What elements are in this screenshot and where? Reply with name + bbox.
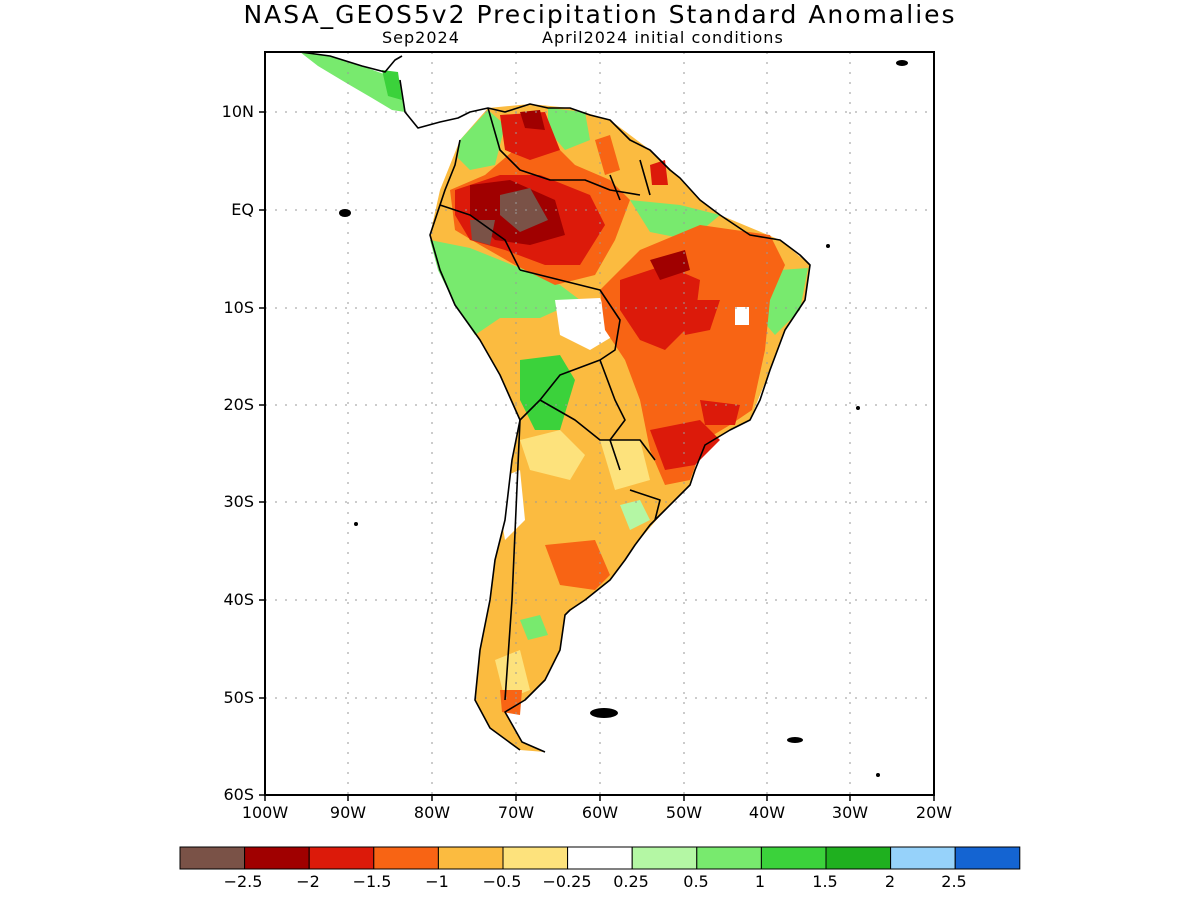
- colorbar-swatch: [179, 846, 246, 870]
- brazil-extreme-dry: [650, 250, 690, 280]
- light-dry-area: [495, 650, 530, 700]
- colorbar-swatch: [244, 846, 310, 870]
- colorbar-label: 2.5: [941, 872, 967, 891]
- colorbar-label: −0.25: [542, 872, 592, 891]
- amazon-record-dry: [470, 220, 495, 245]
- patagonia-wet: [520, 615, 548, 640]
- lon-label-50w: 50W: [665, 803, 703, 822]
- colorbar-swatch: [631, 846, 698, 870]
- southern-brazil-dry: [650, 420, 720, 470]
- near-normal-spot: [735, 307, 749, 325]
- lat-label-10s: 10S: [223, 298, 254, 317]
- french-guiana-dry: [650, 160, 668, 185]
- colorbar-label: −2.5: [223, 872, 263, 891]
- amazon-record-dry: [500, 188, 548, 232]
- lon-label-60w: 60W: [581, 803, 619, 822]
- colorbar-swatch: [437, 846, 504, 870]
- map-title: NASA_GEOS5v2 Precipitation Standard Anom…: [243, 0, 957, 29]
- colorbar-label: 0.5: [683, 872, 709, 891]
- central-america-wet: [300, 52, 405, 112]
- forecast-month: Sep2024: [382, 28, 460, 47]
- colorbar-swatch: [502, 846, 569, 870]
- colorbar-swatch: [567, 846, 633, 870]
- patagonia-dry: [500, 690, 522, 715]
- islands: [339, 60, 908, 777]
- colorbar-swatch: [696, 846, 762, 870]
- brazil-dry-core: [680, 300, 720, 335]
- colorbar-label: −1.5: [352, 872, 392, 891]
- lon-label-40w: 40W: [748, 803, 786, 822]
- venezuela-dry: [500, 112, 560, 160]
- lat-label-eq: EQ: [231, 200, 254, 219]
- guiana-dry: [595, 135, 620, 175]
- venezuela-wet: [548, 108, 590, 150]
- anomaly-field: [265, 52, 934, 795]
- colorbar-label: 2: [884, 872, 896, 891]
- brazil-dry-core: [620, 265, 700, 350]
- colorbar-label: 1: [754, 872, 766, 891]
- lon-label-100w: 100W: [241, 803, 289, 822]
- lat-label-30s: 30S: [223, 492, 254, 511]
- lat-label-50s: 50S: [223, 688, 254, 707]
- initial-conditions: April2024 initial conditions: [542, 28, 784, 47]
- lon-label-70w: 70W: [497, 803, 535, 822]
- lon-label-90w: 90W: [329, 803, 367, 822]
- lat-label-40s: 40S: [223, 590, 254, 609]
- colorbar-label: −1: [425, 872, 449, 891]
- light-dry-area: [520, 430, 585, 480]
- colorbar: [179, 846, 1021, 870]
- lon-label-30w: 30W: [831, 803, 869, 822]
- lat-label-20s: 20S: [223, 395, 254, 414]
- colorbar-swatch: [373, 846, 439, 870]
- colorbar-label: 1.5: [812, 872, 838, 891]
- colorbar-swatch: [954, 846, 1021, 870]
- lon-label-80w: 80W: [413, 803, 451, 822]
- uruguay-wet: [620, 500, 650, 530]
- colorbar-swatch: [760, 846, 827, 870]
- venezuela-extreme-dry: [520, 110, 545, 130]
- coastlines: [299, 52, 811, 753]
- near-normal-area: [555, 298, 615, 350]
- light-dry-area: [600, 440, 650, 490]
- colorbar-swatch: [308, 846, 375, 870]
- ne-coast-wet: [762, 268, 808, 335]
- central-america-wet-core: [382, 70, 402, 100]
- lat-label-10n: 10N: [221, 102, 254, 121]
- colorbar-label: −2: [296, 872, 320, 891]
- lon-label-20w: 20W: [915, 803, 953, 822]
- graticule: [265, 52, 934, 795]
- southern-brazil-dry: [700, 400, 740, 425]
- colorbar-swatch: [890, 846, 956, 870]
- western-amazon-wet: [430, 240, 580, 335]
- colorbar-label: 0.25: [613, 872, 649, 891]
- argentina-dry: [545, 540, 610, 590]
- lat-label-60s: 60S: [223, 785, 254, 804]
- colorbar-label: −0.5: [482, 872, 522, 891]
- colorbar-swatch: [825, 846, 892, 870]
- axis-ticks: [259, 111, 935, 801]
